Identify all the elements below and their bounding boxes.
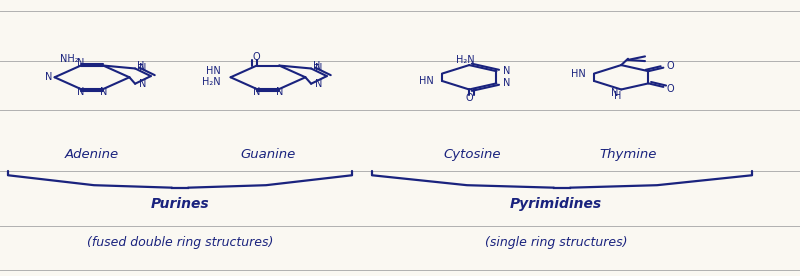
Text: H: H — [137, 61, 144, 71]
Text: N: N — [139, 79, 146, 89]
Text: N: N — [610, 88, 618, 98]
Text: Cytosine: Cytosine — [443, 148, 501, 161]
Text: N: N — [253, 87, 261, 97]
Text: H₂N: H₂N — [202, 77, 221, 87]
Text: O: O — [666, 61, 674, 71]
Text: HN: HN — [206, 67, 221, 76]
Text: N: N — [77, 87, 85, 97]
Text: N: N — [77, 58, 85, 68]
Text: Pyrimidines: Pyrimidines — [510, 197, 602, 211]
Text: Purines: Purines — [150, 197, 210, 211]
Text: Thymine: Thymine — [599, 148, 657, 161]
Text: N: N — [503, 66, 510, 76]
Text: N: N — [139, 63, 146, 73]
Text: H: H — [313, 61, 320, 71]
Text: N: N — [315, 79, 322, 89]
Text: HN: HN — [571, 69, 586, 79]
Text: Guanine: Guanine — [240, 148, 296, 161]
Text: O: O — [253, 52, 261, 62]
Text: N: N — [503, 78, 510, 88]
Text: O: O — [466, 93, 473, 103]
Text: (fused double ring structures): (fused double ring structures) — [87, 236, 273, 250]
Text: O: O — [666, 84, 674, 94]
Text: N: N — [99, 87, 107, 97]
Text: N: N — [315, 63, 322, 73]
Text: N: N — [46, 72, 53, 82]
Text: H: H — [614, 91, 622, 101]
Text: NH₂: NH₂ — [60, 54, 79, 63]
Text: Adenine: Adenine — [65, 148, 119, 161]
Text: (single ring structures): (single ring structures) — [485, 236, 627, 250]
Text: N: N — [275, 87, 283, 97]
Text: HN: HN — [419, 76, 434, 86]
Text: H₂N: H₂N — [457, 55, 475, 65]
